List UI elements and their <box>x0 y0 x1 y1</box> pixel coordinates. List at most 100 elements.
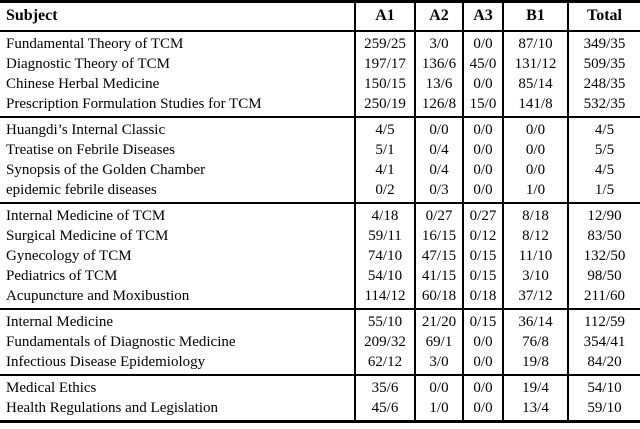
table-row: Medical Ethics 35/6 0/0 0/0 19/4 54/10 <box>0 375 640 398</box>
section-classics: Huangdi’s Internal Classic 4/5 0/0 0/0 0… <box>0 117 640 203</box>
total-cell: 354/41 <box>567 332 640 352</box>
a1-cell: 4/5 <box>354 117 415 140</box>
subject-cell: Internal Medicine of TCM <box>6 208 166 224</box>
total-cell: 59/10 <box>567 398 640 422</box>
a1-cell: 0/2 <box>354 180 415 203</box>
a3-cell: 0/0 <box>462 31 503 54</box>
a1-cell: 62/12 <box>354 352 415 375</box>
a1-cell: 45/6 <box>354 398 415 422</box>
table-row: Huangdi’s Internal Classic 4/5 0/0 0/0 0… <box>0 117 640 140</box>
b1-cell: 76/8 <box>502 332 568 352</box>
b1-cell: 36/14 <box>502 309 568 332</box>
b1-cell: 131/12 <box>502 54 568 74</box>
total-cell: 84/20 <box>567 352 640 375</box>
subject-cell: Fundamental Theory of TCM <box>6 36 184 52</box>
b1-cell: 1/0 <box>502 180 568 203</box>
table-row: Synopsis of the Golden Chamber 4/1 0/4 0… <box>0 160 640 180</box>
b1-cell: 13/4 <box>502 398 568 422</box>
b1-cell: 8/12 <box>502 226 568 246</box>
table-row: Chinese Herbal Medicine 150/15 13/6 0/0 … <box>0 74 640 94</box>
total-cell: 12/90 <box>567 203 640 226</box>
b1-cell: 0/0 <box>502 160 568 180</box>
a2-cell: 47/15 <box>414 246 463 266</box>
b1-cell: 0/0 <box>502 140 568 160</box>
subject-cell: Diagnostic Theory of TCM <box>6 56 171 72</box>
a2-cell: 0/3 <box>414 180 463 203</box>
a3-cell: 0/0 <box>462 332 503 352</box>
total-cell: 211/60 <box>567 286 640 309</box>
a3-cell: 0/0 <box>462 117 503 140</box>
b1-cell: 11/10 <box>502 246 568 266</box>
a3-cell: 0/0 <box>462 352 503 375</box>
a1-cell: 35/6 <box>354 375 415 398</box>
a2-cell: 69/1 <box>414 332 463 352</box>
total-cell: 4/5 <box>567 160 640 180</box>
a2-cell: 136/6 <box>414 54 463 74</box>
a2-cell: 1/0 <box>414 398 463 422</box>
section-tcm-clinical: Internal Medicine of TCM 4/18 0/27 0/27 … <box>0 203 640 309</box>
table-row: Infectious Disease Epidemiology 62/12 3/… <box>0 352 640 375</box>
total-cell: 532/35 <box>567 94 640 117</box>
a1-cell: 114/12 <box>354 286 415 309</box>
a3-cell: 0/0 <box>462 160 503 180</box>
b1-cell: 87/10 <box>502 31 568 54</box>
total-cell: 1/5 <box>567 180 640 203</box>
b1-cell: 0/0 <box>502 117 568 140</box>
a3-cell: 0/15 <box>462 309 503 332</box>
b1-cell: 3/10 <box>502 266 568 286</box>
a2-cell: 41/15 <box>414 266 463 286</box>
b1-cell: 8/18 <box>502 203 568 226</box>
a2-cell: 3/0 <box>414 31 463 54</box>
a1-cell: 4/1 <box>354 160 415 180</box>
a2-cell: 126/8 <box>414 94 463 117</box>
b1-cell: 19/8 <box>502 352 568 375</box>
a3-cell: 0/0 <box>462 74 503 94</box>
col-header-a1: A1 <box>354 1 415 32</box>
table-row: Prescription Formulation Studies for TCM… <box>0 94 640 117</box>
a2-cell: 0/27 <box>414 203 463 226</box>
subject-cell: Huangdi’s Internal Classic <box>6 122 166 138</box>
subject-cell: Acupuncture and Moxibustion <box>6 288 190 304</box>
a3-cell: 0/15 <box>462 266 503 286</box>
table-row: Fundamental Theory of TCM 259/25 3/0 0/0… <box>0 31 640 54</box>
table-row: Acupuncture and Moxibustion 114/12 60/18… <box>0 286 640 309</box>
a1-cell: 259/25 <box>354 31 415 54</box>
subject-cell: Chinese Herbal Medicine <box>6 76 160 92</box>
total-cell: 248/35 <box>567 74 640 94</box>
table-row: Diagnostic Theory of TCM 197/17 136/6 45… <box>0 54 640 74</box>
subject-cell: Fundamentals of Diagnostic Medicine <box>6 334 236 350</box>
col-header-a2: A2 <box>414 1 463 32</box>
subject-cell: Health Regulations and Legislation <box>6 400 219 416</box>
total-cell: 349/35 <box>567 31 640 54</box>
section-western-medicine: Internal Medicine 55/10 21/20 0/15 36/14… <box>0 309 640 375</box>
a2-cell: 60/18 <box>414 286 463 309</box>
total-cell: 132/50 <box>567 246 640 266</box>
a3-cell: 0/27 <box>462 203 503 226</box>
b1-cell: 141/8 <box>502 94 568 117</box>
table-row: Treatise on Febrile Diseases 5/1 0/4 0/0… <box>0 140 640 160</box>
table-row: Surgical Medicine of TCM 59/11 16/15 0/1… <box>0 226 640 246</box>
a2-cell: 0/0 <box>414 375 463 398</box>
a3-cell: 0/12 <box>462 226 503 246</box>
section-core-courses: Fundamental Theory of TCM 259/25 3/0 0/0… <box>0 31 640 117</box>
total-cell: 112/59 <box>567 309 640 332</box>
col-header-b1: B1 <box>502 1 568 32</box>
table-row: Gynecology of TCM 74/10 47/15 0/15 11/10… <box>0 246 640 266</box>
total-cell: 509/35 <box>567 54 640 74</box>
a1-cell: 74/10 <box>354 246 415 266</box>
a3-cell: 0/15 <box>462 246 503 266</box>
subject-cell: Surgical Medicine of TCM <box>6 228 169 244</box>
a3-cell: 15/0 <box>462 94 503 117</box>
subject-cell: Medical Ethics <box>6 380 97 396</box>
a1-cell: 250/19 <box>354 94 415 117</box>
subject-cell: Prescription Formulation Studies for TCM <box>6 96 262 112</box>
subject-cell: Pediatrics of TCM <box>6 268 118 284</box>
total-cell: 83/50 <box>567 226 640 246</box>
b1-cell: 19/4 <box>502 375 568 398</box>
a3-cell: 0/0 <box>462 180 503 203</box>
a2-cell: 0/4 <box>414 160 463 180</box>
a2-cell: 0/4 <box>414 140 463 160</box>
a2-cell: 3/0 <box>414 352 463 375</box>
